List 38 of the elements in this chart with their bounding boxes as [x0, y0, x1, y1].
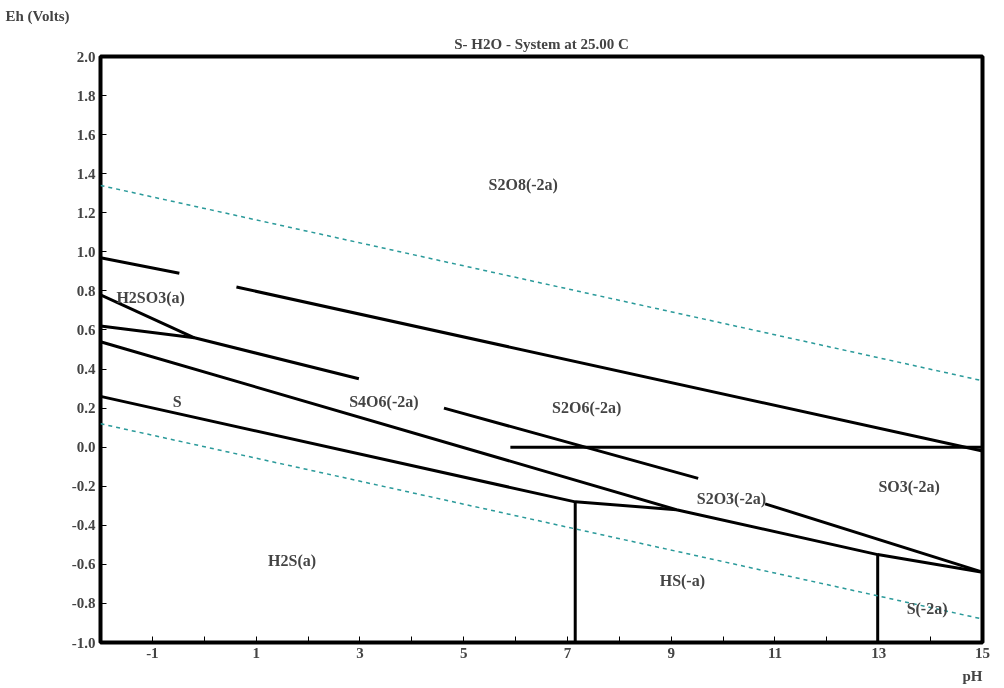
annotation: S2O3(-2a) [696, 489, 767, 508]
x-axis-title: pH [962, 667, 983, 684]
x-tick-label: -1 [146, 644, 159, 661]
x-tick-label: 15 [975, 644, 990, 661]
y-tick-label: 1.6 [76, 126, 96, 143]
y-tick-label: 1.8 [76, 87, 96, 104]
annotation: S2O6(-2a) [552, 399, 622, 418]
annotation: H2S(a) [268, 551, 317, 570]
y-tick-label: -0.4 [71, 517, 96, 534]
annotation: S [172, 393, 182, 411]
y-tick-label: -1.0 [71, 634, 96, 651]
y-axis-title: Eh (Volts) [5, 7, 70, 25]
y-tick-label: 1.2 [76, 204, 96, 221]
y-tick-label: 1.0 [76, 243, 96, 260]
x-tick-label: 7 [563, 644, 572, 661]
x-tick-label: 1 [252, 644, 260, 661]
y-tick-label: 0.0 [76, 439, 96, 456]
y-tick-label: 1.4 [76, 165, 96, 182]
chart-title: S- H2O - System at 25.00 C [454, 35, 629, 52]
y-tick-label: 0.2 [76, 400, 96, 417]
annotation: S4O6(-2a) [349, 393, 419, 412]
y-tick-label: 0.6 [76, 321, 96, 338]
x-tick-label: 13 [871, 644, 887, 661]
annotation: HS(-a) [659, 571, 706, 590]
y-tick-label: 0.8 [76, 282, 96, 299]
x-tick-label: 5 [459, 644, 468, 661]
annotation: S(-2a) [906, 600, 948, 619]
y-tick-label: -0.2 [71, 478, 96, 495]
x-tick-label: 11 [767, 644, 783, 661]
annotation: SO3(-2a) [878, 478, 940, 497]
x-tick-label: 9 [667, 644, 675, 661]
x-tick-label: 3 [356, 644, 364, 661]
y-tick-label: -0.6 [71, 556, 96, 573]
annotation: S2O8(-2a) [488, 175, 558, 194]
annotation: H2SO3(a) [116, 288, 185, 307]
y-tick-label: 2.0 [76, 48, 96, 65]
y-tick-label: 0.4 [76, 361, 96, 378]
y-tick-label: -0.8 [71, 595, 96, 612]
